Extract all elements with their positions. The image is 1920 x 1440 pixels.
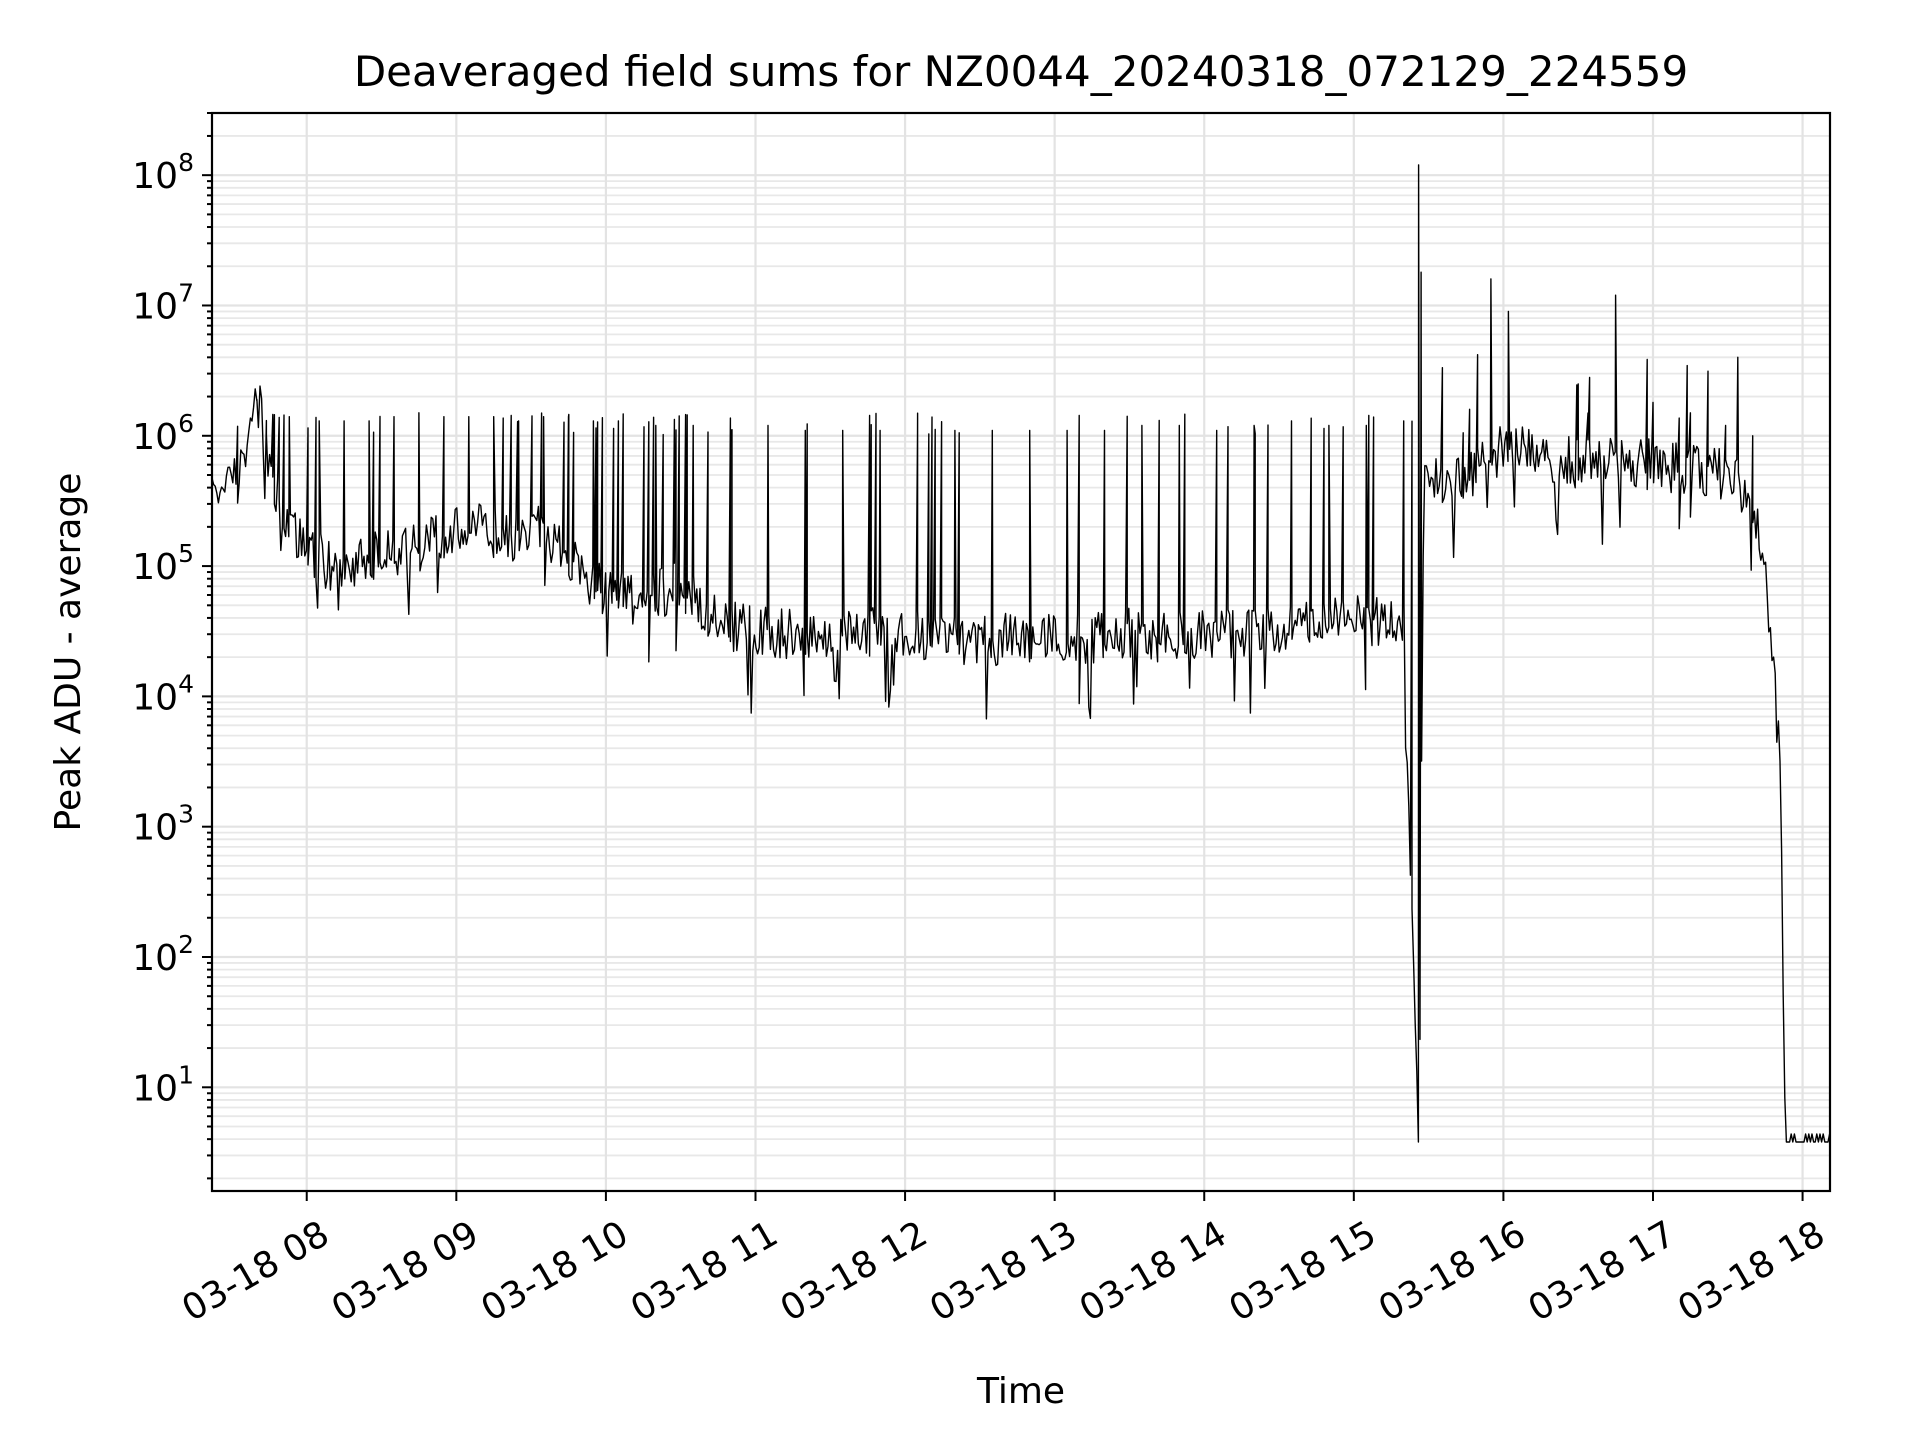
x-tick-label: 03-18 16 bbox=[1372, 1213, 1533, 1329]
x-tick-label: 03-18 15 bbox=[1222, 1213, 1383, 1329]
chart-title: Deaveraged field sums for NZ0044_2024031… bbox=[354, 47, 1688, 96]
y-axis: 101 102 103 104 105 106 107 108 bbox=[132, 112, 212, 1180]
y-tick-label: 102 bbox=[132, 930, 194, 979]
y-tick-label: 106 bbox=[132, 409, 194, 458]
grid bbox=[212, 112, 1830, 1191]
y-tick-label: 104 bbox=[132, 669, 194, 718]
series-line bbox=[211, 164, 1831, 1143]
x-tick-label: 03-18 08 bbox=[175, 1213, 336, 1329]
x-tick-label: 03-18 13 bbox=[923, 1213, 1084, 1329]
x-tick-label: 03-18 09 bbox=[325, 1213, 486, 1329]
x-axis-label: Time bbox=[976, 1371, 1065, 1412]
x-tick-label: 03-18 10 bbox=[475, 1213, 636, 1329]
y-tick-label: 105 bbox=[132, 539, 194, 588]
y-tick-label: 103 bbox=[132, 800, 194, 849]
x-tick-label: 03-18 11 bbox=[624, 1213, 785, 1329]
y-axis-label: Peak ADU - average bbox=[48, 473, 89, 832]
y-tick-label: 108 bbox=[132, 148, 194, 197]
y-tick-label: 107 bbox=[132, 278, 194, 327]
y-tick-label: 101 bbox=[132, 1060, 194, 1109]
plot-frame bbox=[210, 111, 1832, 1193]
x-tick-label: 03-18 17 bbox=[1522, 1213, 1683, 1329]
x-tick-label: 03-18 18 bbox=[1671, 1213, 1832, 1329]
x-tick-label: 03-18 14 bbox=[1073, 1213, 1234, 1329]
x-tick-label: 03-18 12 bbox=[774, 1213, 935, 1329]
